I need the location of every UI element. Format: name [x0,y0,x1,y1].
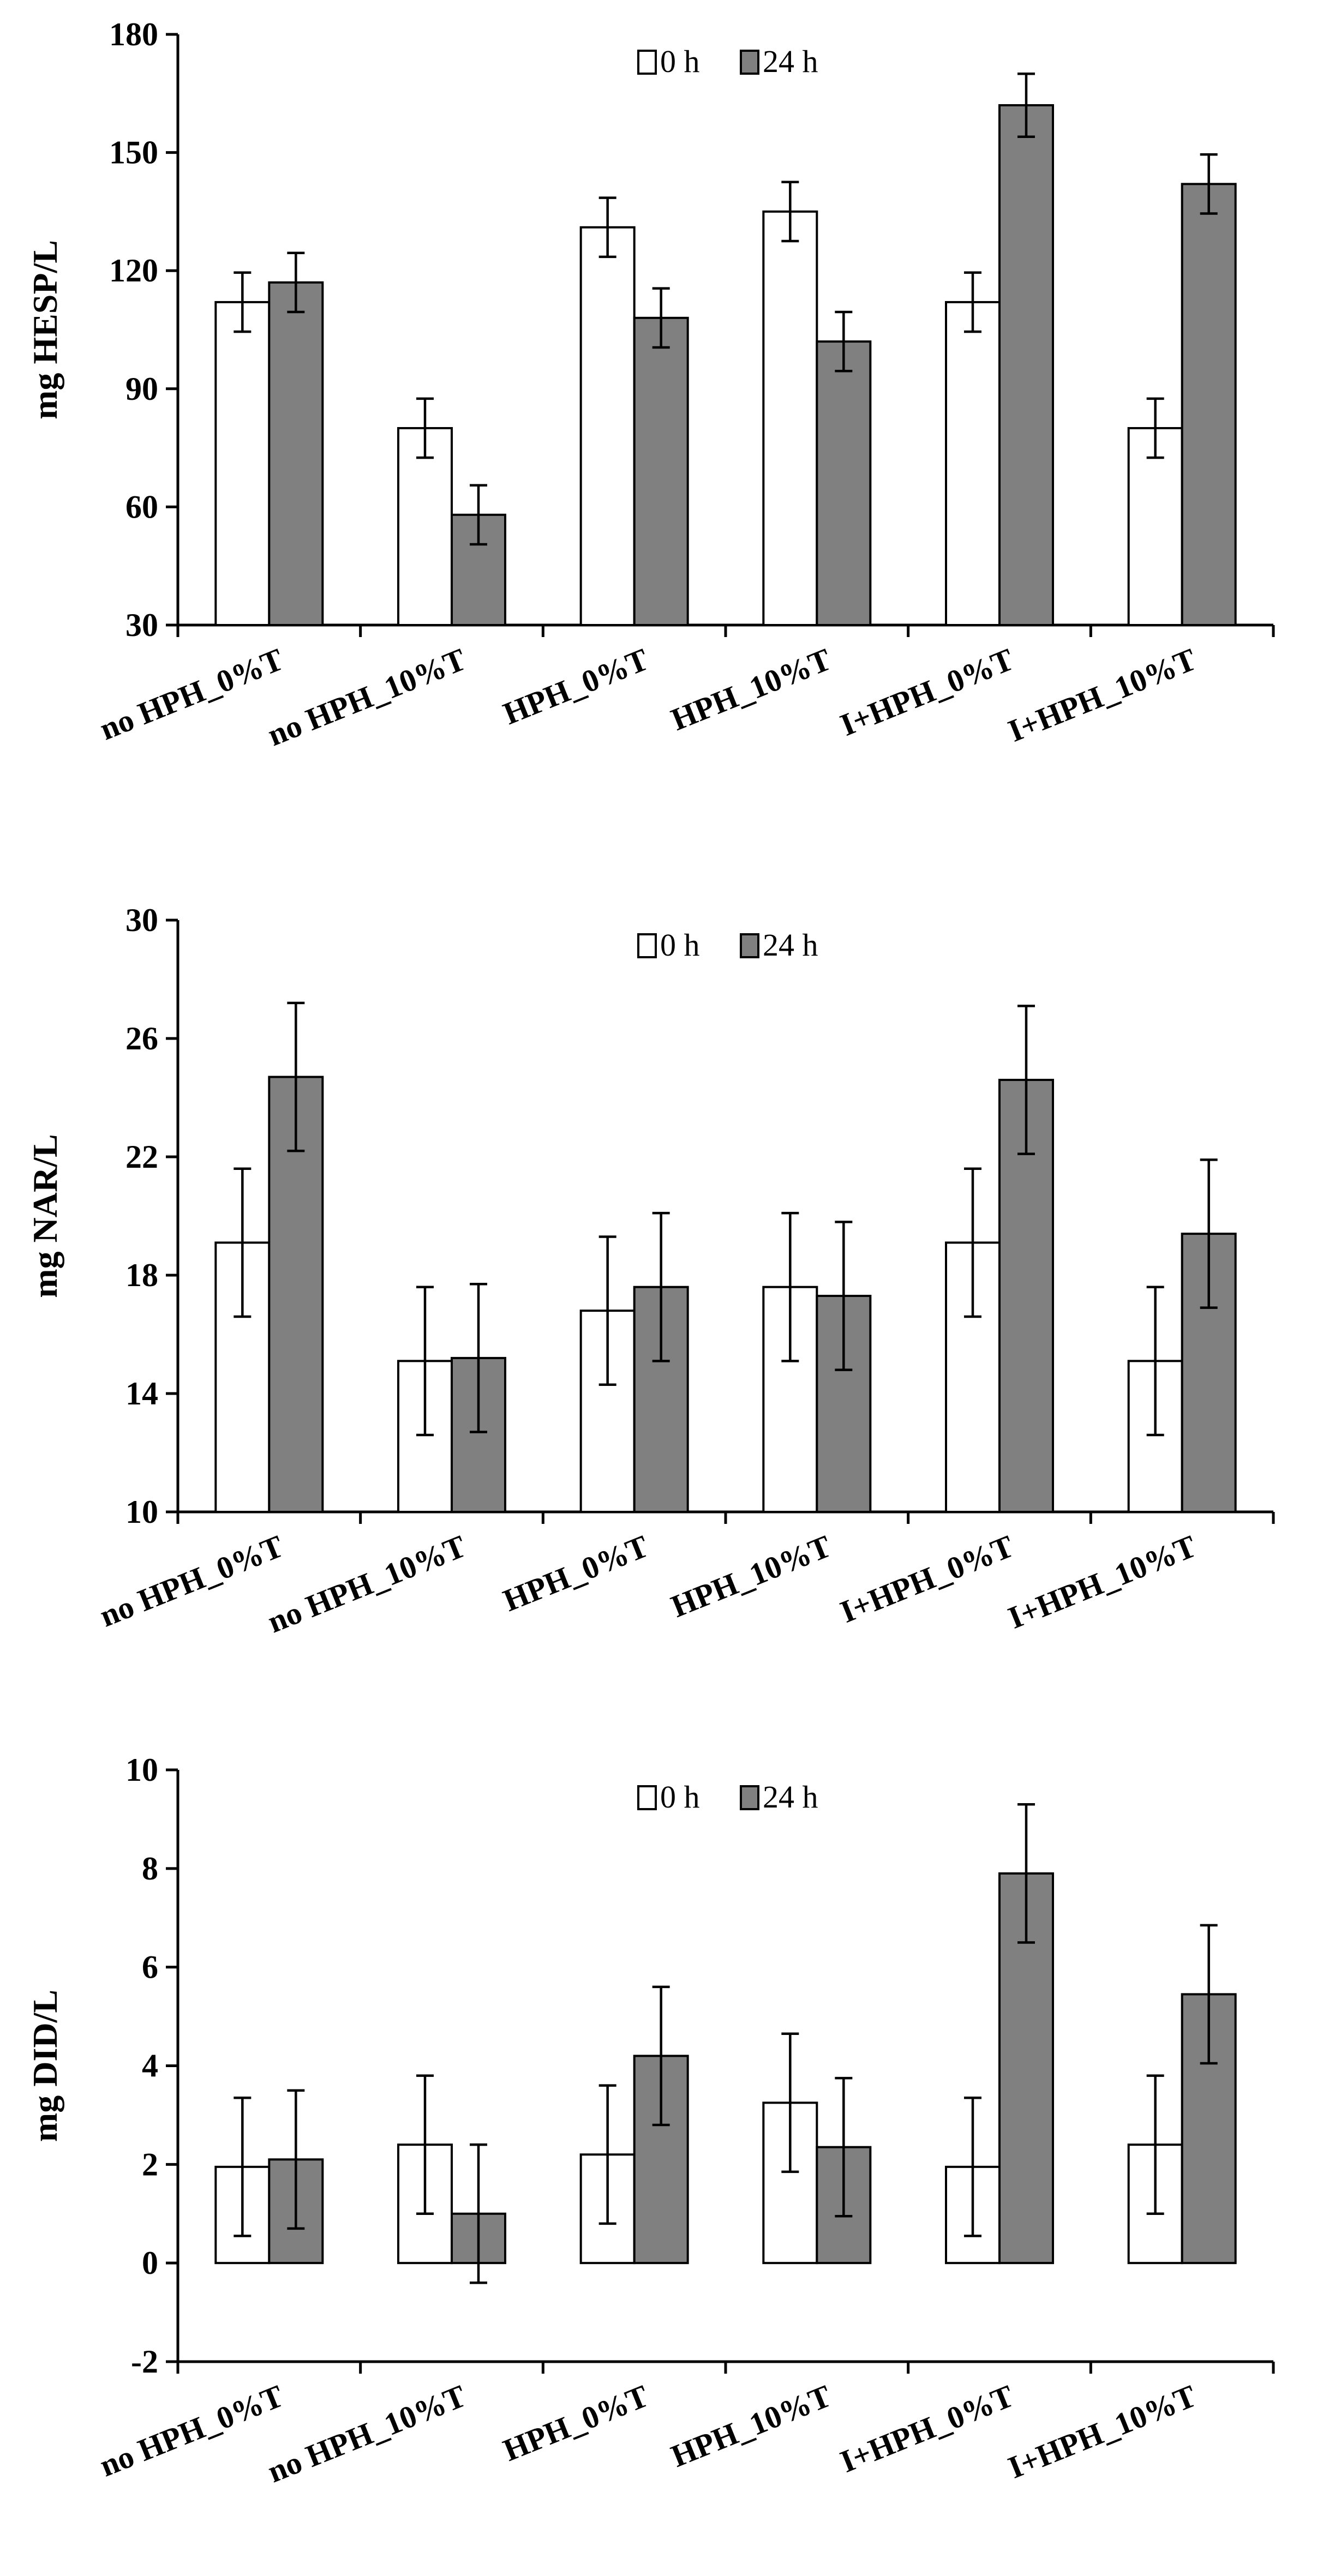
category-label: I+HPH_0%T [835,641,1019,743]
y-axis-title: mg NAR/L [26,1134,64,1298]
bar-0h [762,210,818,626]
legend-swatch-24h [740,933,759,958]
category-label: no HPH_10%T [262,1528,470,1640]
y-tick-label: 22 [125,1139,158,1175]
category-label: I+HPH_10%T [1003,641,1201,749]
legend-swatch-24h [740,50,759,75]
category-label: I+HPH_0%T [835,1528,1019,1630]
legend-label: 24 h [763,44,818,79]
legend-label: 0 h [660,927,700,963]
legend: 0 h 24 h [637,44,818,79]
legend-label: 0 h [660,1779,700,1815]
category-label: HPH_0%T [498,1528,653,1618]
legend-label: 0 h [660,44,700,79]
category-label: I+HPH_0%T [835,2378,1019,2479]
category-label: HPH_10%T [666,2378,836,2474]
category-label: no HPH_0%T [95,1528,289,1634]
category-label: HPH_10%T [666,641,836,737]
category-label: HPH_10%T [666,1528,836,1624]
bar-0h [579,226,636,626]
y-tick-label: 14 [125,1376,158,1412]
legend-label: 24 h [763,1779,818,1815]
y-tick-label: 2 [142,2146,158,2182]
y-tick-label: 18 [125,1257,158,1293]
bar-0h [214,301,271,626]
y-tick-label: -2 [131,2344,158,2380]
legend-swatch-24h [740,1785,759,1810]
bar-24h [633,316,689,626]
y-tick-label: 26 [125,1020,158,1056]
y-tick-label: 0 [142,2245,158,2281]
y-tick-label: 4 [142,2048,158,2084]
y-tick-label: 8 [142,1851,158,1887]
category-label: no HPH_0%T [95,641,289,747]
bar-24h [998,1872,1054,2265]
legend: 0 h 24 h [637,1779,818,1815]
y-tick-label: 30 [125,607,158,643]
category-label: I+HPH_10%T [1003,2378,1201,2485]
bar-24h [268,281,324,626]
chart-panel-1: 30 60 90 120 150 180 mg HESP/L no HPH_0%Tno HPH… [26,16,1275,753]
y-tick-label: 10 [125,1494,158,1530]
y-tick-label: 150 [109,135,158,171]
bar-0h [397,427,453,626]
legend-swatch-0h [637,933,657,958]
category-label: I+HPH_10%T [1003,1528,1201,1636]
legend-label: 24 h [763,927,818,963]
legend: 0 h 24 h [637,927,818,963]
bar-24h [1181,183,1237,626]
y-tick-label: 180 [109,16,158,52]
bar-0h [945,301,1001,626]
chart-panel-3: -2 0 2 4 6 8 10 mg DID/L no HPH_0%Tno HPH_10%T HP… [26,1752,1275,2490]
y-axis-title: mg DID/L [26,1990,64,2142]
category-label: no HPH_0%T [95,2378,289,2484]
legend-swatch-0h [637,1785,657,1810]
y-tick-label: 120 [109,253,158,289]
legend-swatch-0h [637,50,657,75]
y-tick-label: 30 [125,902,158,938]
y-tick-label: 6 [142,1949,158,1985]
y-tick-label: 90 [125,371,158,407]
chart-panel-2: 10 14 18 22 26 30 mg NAR/L no HPH_0%Tno HPH_10%… [26,902,1275,1640]
category-label: HPH_0%T [498,2378,653,2468]
y-tick-label: 60 [125,489,158,525]
category-label: HPH_0%T [498,641,653,731]
category-label: no HPH_10%T [262,2378,470,2490]
bar-24h [998,104,1054,626]
y-axis-title: mg HESP/L [26,240,64,419]
category-label: no HPH_10%T [262,641,470,753]
bar-24h [816,340,872,626]
y-tick-label: 10 [125,1752,158,1788]
